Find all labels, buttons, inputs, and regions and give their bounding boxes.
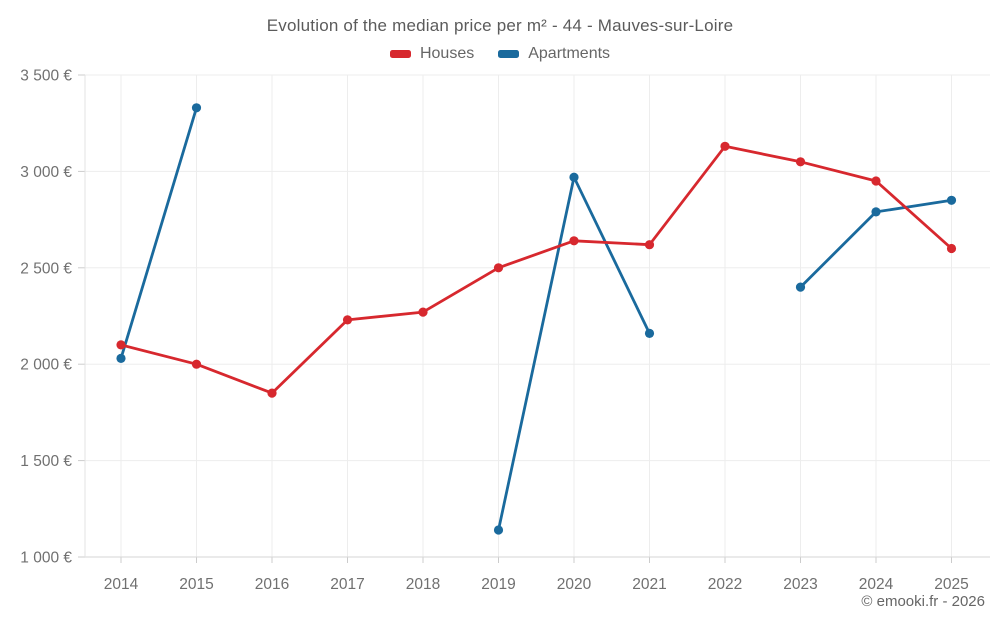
series-line-apartments [119, 106, 198, 360]
data-point-houses-2021[interactable] [644, 240, 655, 250]
houses-series-swatch-icon [389, 50, 411, 58]
x-axis-label: 2022 [708, 576, 742, 593]
y-axis-label: 1 500 € [20, 453, 72, 470]
data-point-apartments-2023[interactable] [795, 282, 806, 292]
x-axis-label: 2024 [859, 576, 894, 593]
x-axis-label: 2017 [330, 576, 364, 593]
x-axis-label: 2015 [179, 576, 213, 593]
data-point-apartments-2020[interactable] [569, 172, 579, 182]
y-axis-label: 1 000 € [20, 550, 72, 567]
data-point-apartments-2015[interactable] [191, 103, 202, 113]
data-point-houses-2023[interactable] [795, 157, 806, 167]
series-line-houses [119, 144, 953, 395]
legend-item-apartments[interactable]: Apartments [498, 45, 610, 63]
data-point-houses-2024[interactable] [871, 176, 881, 186]
x-axis-label: 2021 [632, 576, 666, 593]
data-point-houses-2020[interactable] [569, 236, 579, 246]
y-axis-label: 3 500 € [20, 68, 72, 85]
y-axis-label: 2 500 € [20, 260, 72, 277]
legend-label-apartments: Apartments [528, 45, 611, 62]
y-axis-label: 2 000 € [20, 357, 72, 374]
data-point-apartments-2024[interactable] [871, 207, 881, 217]
data-point-houses-2018[interactable] [418, 307, 428, 317]
data-point-houses-2017[interactable] [342, 315, 353, 325]
x-axis-label: 2018 [406, 576, 440, 593]
legend-label-houses: Houses [419, 45, 475, 62]
data-point-apartments-2025[interactable] [946, 195, 957, 205]
legend-item-houses[interactable]: Houses [389, 45, 475, 63]
data-point-houses-2025[interactable] [946, 243, 957, 254]
x-axis-label: 2020 [557, 576, 592, 593]
x-axis-label: 2019 [481, 576, 515, 593]
data-point-houses-2022[interactable] [720, 141, 730, 151]
data-point-apartments-2019[interactable] [493, 525, 504, 535]
data-point-houses-2015[interactable] [191, 359, 202, 369]
x-axis-label: 2014 [104, 576, 139, 593]
legend: Houses Apartments [0, 45, 1000, 63]
x-axis-label: 2016 [255, 576, 289, 593]
data-point-apartments-2021[interactable] [644, 328, 655, 338]
apartments-series-swatch-icon [498, 50, 520, 58]
x-axis-label: 2023 [783, 576, 817, 593]
x-axis-label: 2025 [934, 576, 968, 593]
data-point-houses-2014[interactable] [116, 340, 126, 350]
copyright-credit: © emooki.fr - 2026 [861, 593, 985, 610]
data-point-houses-2019[interactable] [493, 263, 504, 273]
data-point-apartments-2014[interactable] [116, 353, 126, 363]
data-point-houses-2016[interactable] [267, 388, 277, 398]
chart-title: Evolution of the median price per m² - 4… [266, 16, 734, 35]
y-axis-label: 3 000 € [20, 164, 72, 181]
